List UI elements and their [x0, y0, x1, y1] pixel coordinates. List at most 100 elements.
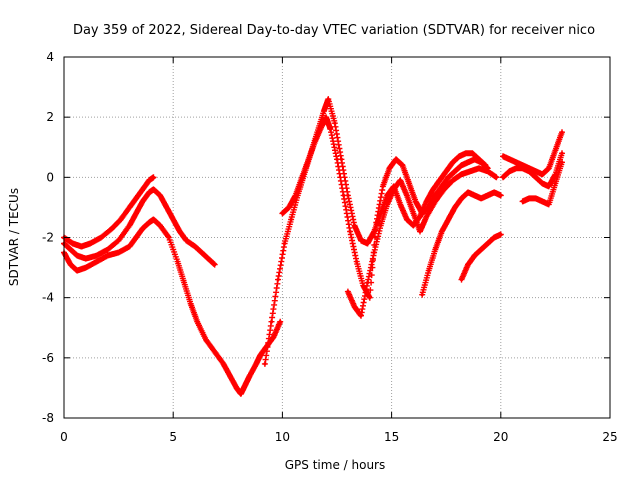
data-point — [560, 160, 564, 164]
data-point — [79, 244, 84, 249]
data-point — [411, 223, 416, 228]
axis-ticks: 0 5 10 15 20 25 -8 -6 -4 -2 0 2 4 — [42, 50, 618, 444]
data-point — [258, 353, 263, 357]
data-point — [418, 214, 422, 219]
data-point — [333, 121, 337, 125]
data-point — [134, 211, 138, 216]
x-axis-label: GPS time / hours — [285, 458, 386, 472]
x-tick-label: 20 — [493, 430, 508, 444]
data-point — [151, 175, 156, 179]
data-point — [534, 196, 538, 200]
data-point — [453, 205, 457, 210]
data-point — [394, 157, 398, 161]
data-point — [433, 199, 437, 203]
data-point — [424, 214, 429, 219]
data-point — [84, 265, 88, 270]
data-point — [477, 166, 481, 170]
data-point — [433, 247, 437, 252]
data-point — [348, 229, 352, 234]
data-point — [468, 169, 472, 173]
data-point — [151, 187, 156, 191]
data-point — [442, 187, 446, 191]
data-point — [431, 187, 435, 191]
data-point — [507, 157, 512, 161]
data-point — [381, 184, 385, 188]
data-point — [88, 241, 92, 246]
data-point — [206, 256, 210, 261]
data-point — [372, 250, 376, 255]
data-point — [444, 169, 448, 173]
data-point — [459, 163, 464, 167]
data-point — [534, 175, 538, 179]
data-point — [352, 305, 357, 309]
data-point — [514, 166, 518, 170]
data-point — [254, 362, 258, 366]
data-point — [440, 184, 444, 188]
data-point — [106, 253, 110, 258]
data-point — [472, 253, 477, 258]
series-track-10 — [500, 150, 565, 190]
data-point — [486, 193, 490, 197]
data-point — [234, 386, 239, 390]
data-point — [414, 199, 418, 203]
data-point — [282, 241, 287, 246]
data-point — [293, 193, 298, 197]
data-point — [407, 181, 411, 185]
data-point — [204, 338, 208, 342]
data-point — [499, 193, 503, 197]
data-point — [451, 160, 455, 164]
data-point — [182, 281, 186, 285]
y-tick-label: 0 — [46, 170, 54, 184]
data-point — [147, 178, 151, 182]
series-track-11 — [519, 159, 565, 208]
data-point — [365, 281, 370, 285]
data-point — [68, 247, 73, 252]
data-point — [289, 217, 293, 222]
data-point — [459, 278, 464, 282]
data-point — [540, 199, 544, 203]
data-point — [534, 169, 538, 173]
data-point — [424, 199, 429, 203]
data-point — [547, 184, 551, 188]
series-track-8 — [458, 231, 504, 283]
data-point — [398, 178, 402, 182]
data-point — [127, 223, 132, 228]
data-point — [119, 217, 123, 222]
data-point — [213, 262, 217, 267]
data-point — [479, 160, 483, 164]
data-point — [479, 196, 483, 200]
data-point — [134, 196, 138, 200]
data-point — [243, 383, 247, 387]
data-point — [553, 148, 558, 152]
data-point — [486, 169, 490, 173]
data-point — [184, 238, 188, 243]
data-point — [127, 244, 132, 249]
x-tick-label: 5 — [169, 430, 177, 444]
data-point — [472, 157, 477, 161]
data-point — [269, 320, 274, 324]
data-point — [239, 392, 243, 396]
data-point — [141, 199, 145, 203]
data-point — [280, 211, 284, 216]
data-point — [420, 211, 424, 216]
data-point — [499, 232, 503, 237]
data-point — [418, 229, 422, 234]
data-point — [560, 151, 564, 155]
data-point — [479, 247, 483, 252]
data-point — [328, 127, 333, 131]
data-point — [272, 335, 276, 339]
data-point — [117, 250, 121, 255]
series-track-6 — [344, 165, 500, 319]
data-point — [438, 178, 442, 182]
data-point — [141, 226, 145, 231]
data-point — [451, 178, 455, 182]
data-point — [359, 314, 363, 318]
data-point — [151, 217, 156, 222]
data-point — [127, 205, 132, 210]
data-point — [464, 151, 468, 155]
x-tick-label: 0 — [60, 430, 68, 444]
data-point — [492, 235, 496, 240]
data-point — [560, 130, 564, 134]
data-point — [365, 241, 370, 246]
